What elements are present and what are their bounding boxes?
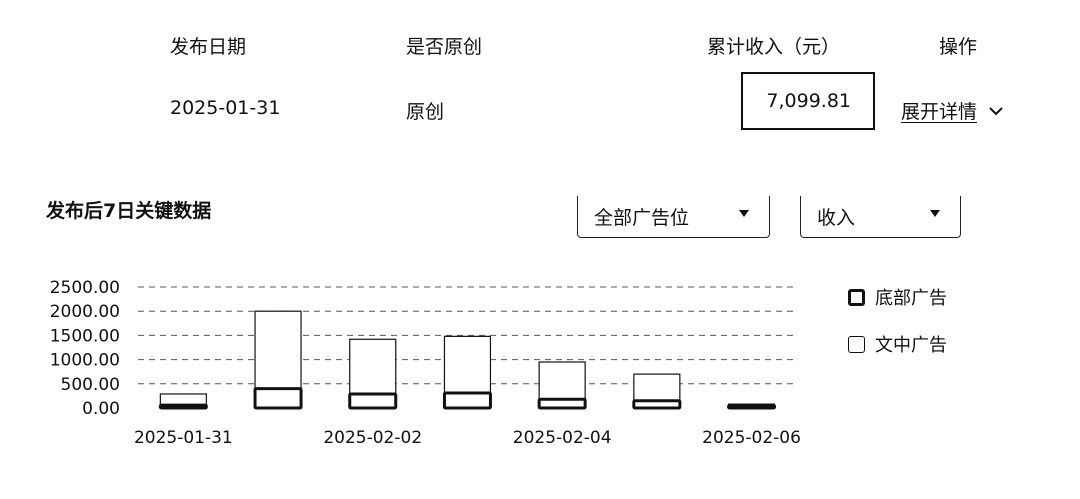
bar-bottom-ad [253, 387, 303, 410]
bar-inline-ad [254, 310, 302, 390]
header-cumulative-income: 累计收入（元） [707, 36, 841, 58]
caret-down-icon [739, 210, 749, 217]
income-bar-chart: 0.00 500.00 1000.00 1500.00 2000.00 2500.00 20… [50, 278, 801, 448]
x-tick-label: 2025-02-06 [702, 428, 801, 448]
section-title: 发布后7日关键数据 [46, 200, 212, 222]
header-is-original: 是否原创 [406, 36, 483, 58]
y-tick-label: 500.00 [61, 375, 120, 395]
cell-publish-date: 2025-01-31 [170, 97, 281, 119]
metric-select[interactable]: 收入 [800, 196, 961, 238]
bar-bottom-ad [727, 404, 777, 410]
legend-swatch-inline-ad [848, 335, 865, 353]
chevron-down-icon [989, 106, 1003, 115]
legend-item-inline-ad[interactable]: 文中广告 [848, 331, 947, 357]
cumulative-income-value: 7,099.81 [766, 90, 851, 112]
bar-inline-ad [538, 361, 586, 400]
bar-bottom-ad [442, 391, 492, 410]
cell-is-original: 原创 [406, 101, 445, 123]
legend-swatch-bottom-ad [848, 288, 865, 306]
legend-item-bottom-ad[interactable]: 底部广告 [848, 284, 947, 310]
expand-details-link[interactable]: 展开详情 [901, 97, 1005, 124]
header-publish-date: 发布日期 [170, 36, 247, 58]
y-tick-label: 1500.00 [50, 326, 120, 346]
bar-bottom-ad [632, 399, 682, 410]
header-action: 操作 [939, 36, 978, 58]
bar-inline-ad [349, 338, 397, 395]
caret-down-icon [930, 210, 940, 217]
metric-select-value: 收入 [817, 207, 856, 229]
expand-details-label: 展开详情 [901, 101, 978, 123]
bar-bottom-ad [537, 397, 587, 410]
legend-label-inline-ad: 文中广告 [875, 335, 947, 356]
bar-inline-ad [633, 373, 681, 402]
bar-bottom-ad [348, 392, 398, 410]
bar-bottom-ad [158, 403, 208, 410]
cell-cumulative-income: 7,099.81 [741, 72, 875, 130]
bar-inline-ad [443, 335, 492, 394]
ad-position-select-value: 全部广告位 [594, 207, 690, 229]
ad-position-select[interactable]: 全部广告位 [577, 196, 770, 238]
y-tick-label: 0.00 [82, 399, 120, 419]
bar-inline-ad [159, 393, 207, 406]
y-tick-label: 1000.00 [50, 351, 120, 371]
x-tick-label: 2025-02-02 [323, 428, 422, 448]
y-tick-label: 2500.00 [50, 278, 120, 298]
y-tick-label: 2000.00 [50, 302, 120, 322]
x-tick-label: 2025-01-31 [134, 428, 233, 448]
x-tick-label: 2025-02-04 [513, 428, 612, 448]
legend-label-bottom-ad: 底部广告 [875, 288, 947, 309]
